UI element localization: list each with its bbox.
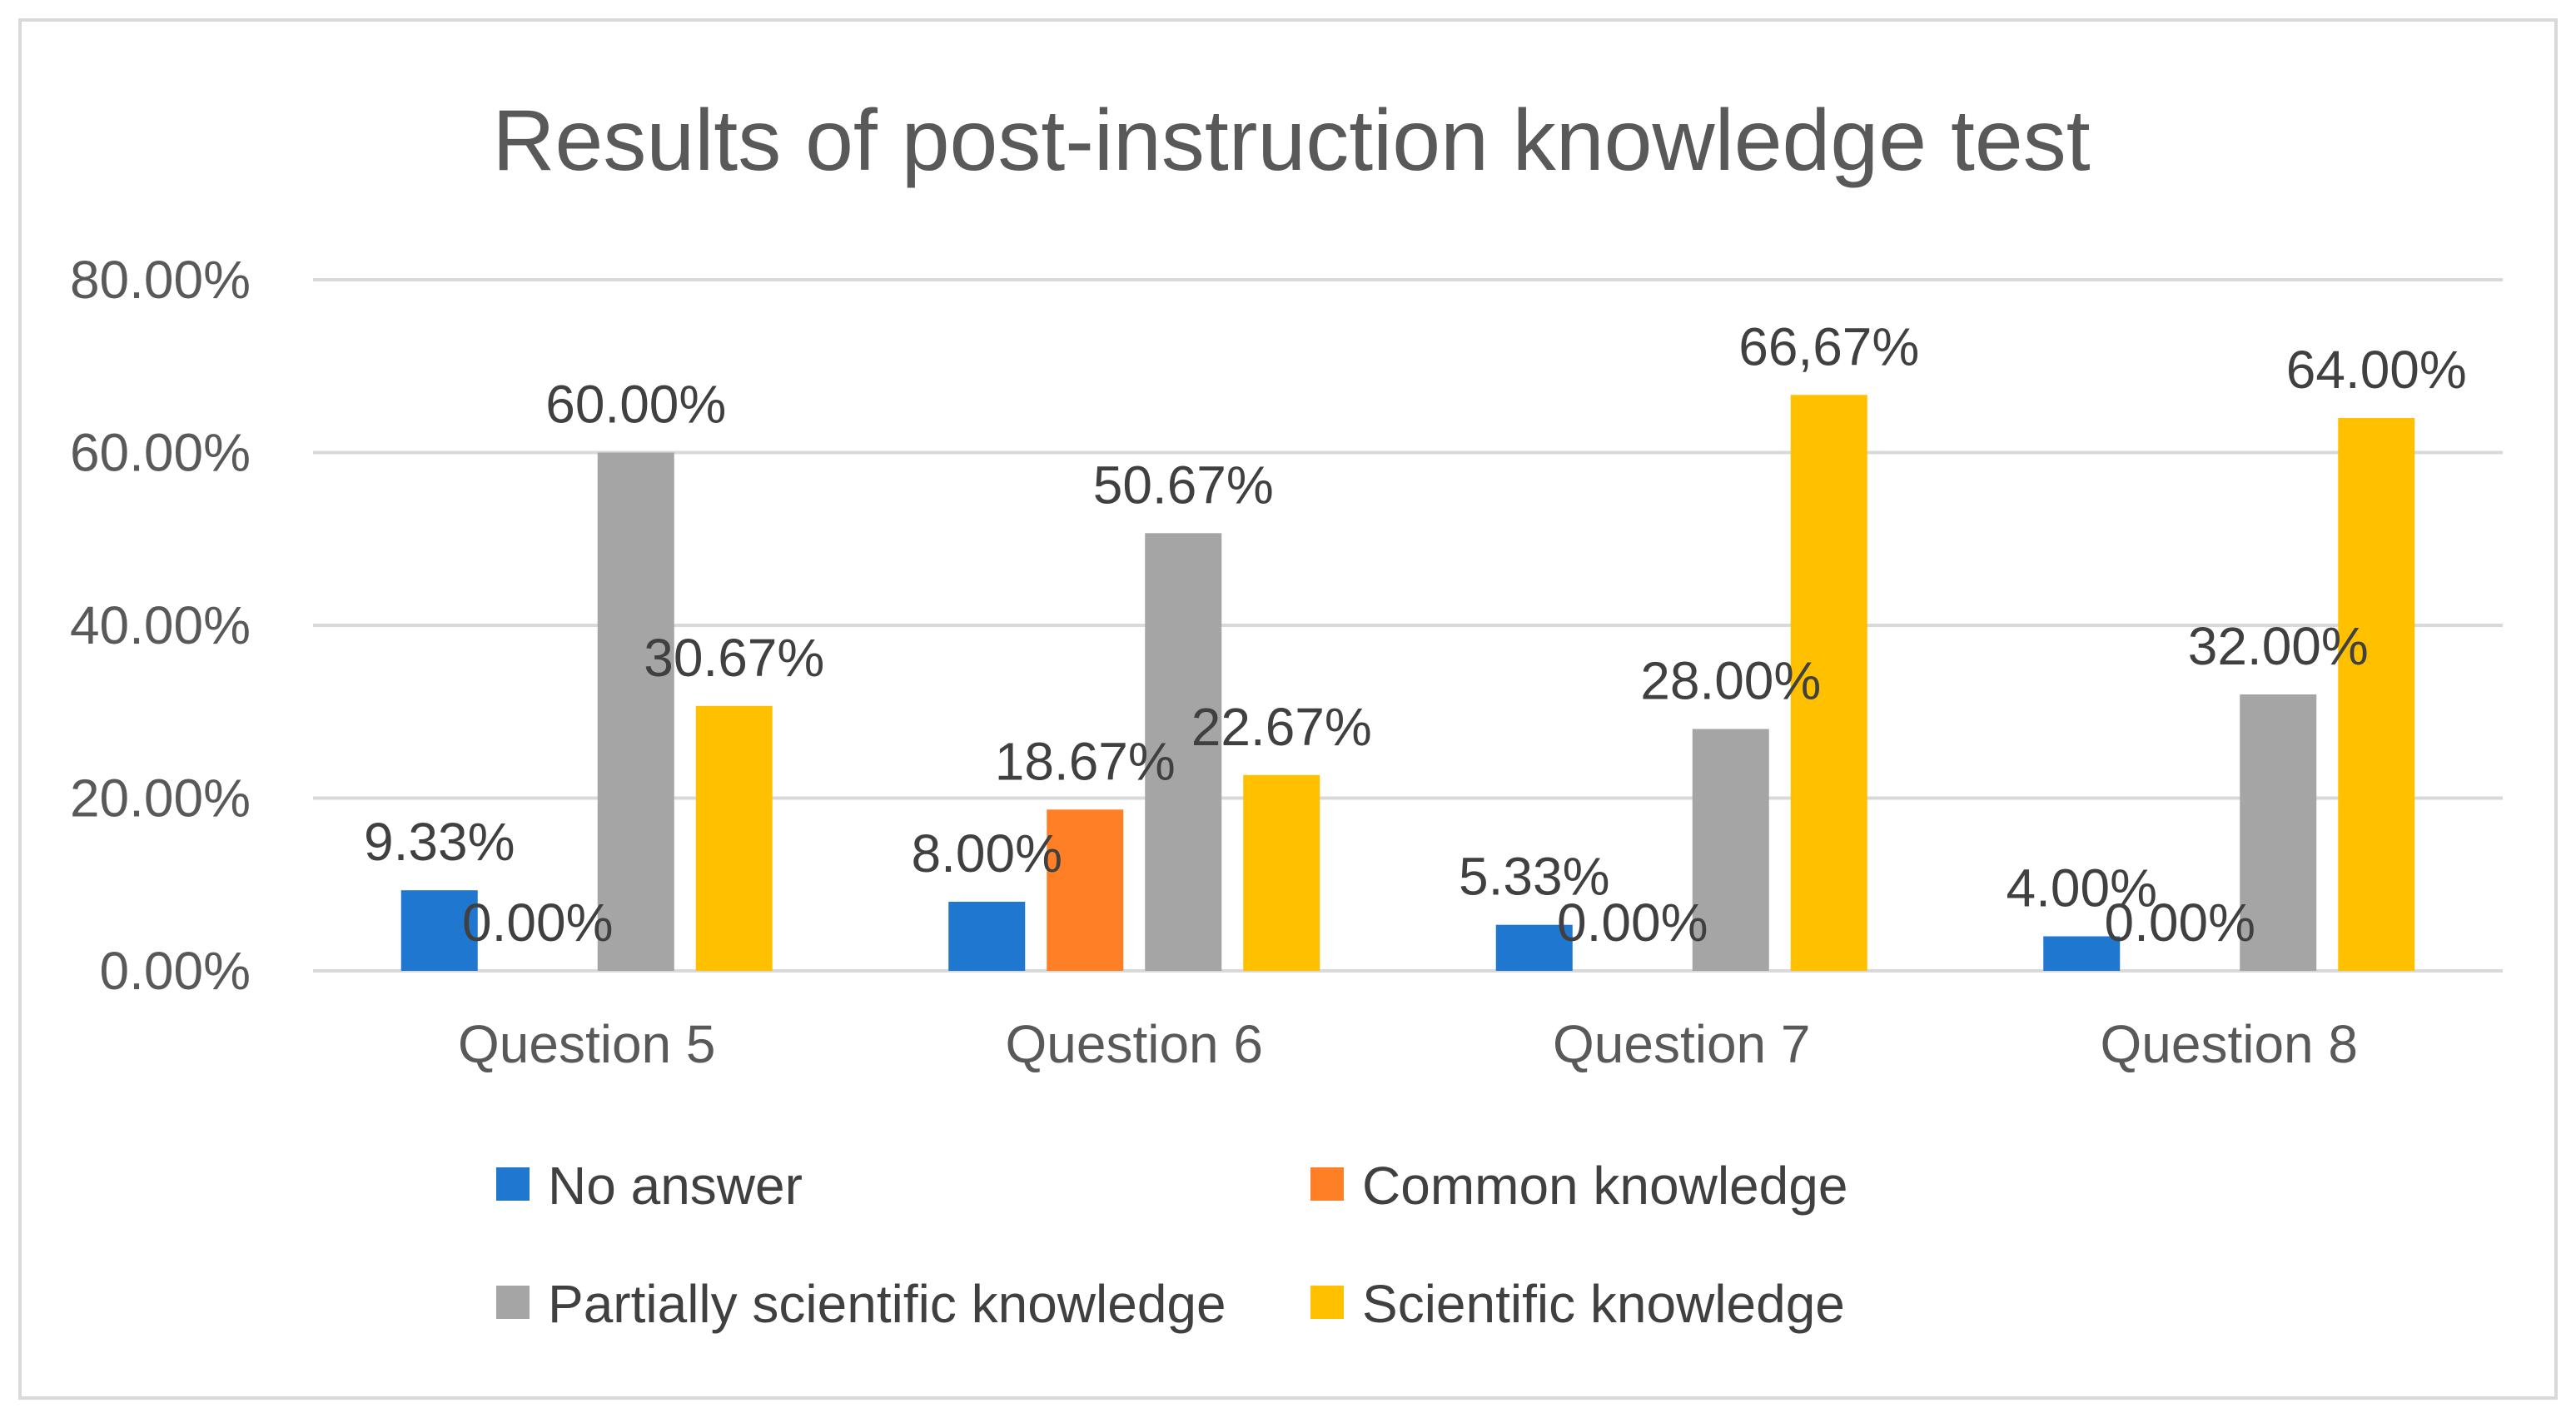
legend-label: Common knowledge <box>1362 1156 1847 1216</box>
data-label: 32.00% <box>2188 616 2369 676</box>
x-category-label: Question 7 <box>1553 1014 1811 1074</box>
chart-frame: Results of post-instruction knowledge te… <box>18 18 2558 1400</box>
bar <box>2338 418 2415 971</box>
y-tick-label: 80.00% <box>70 250 251 310</box>
y-tick-label: 40.00% <box>70 595 251 655</box>
y-tick-label: 20.00% <box>70 769 251 828</box>
bar <box>1790 395 1867 972</box>
data-label: 50.67% <box>1093 455 1274 515</box>
data-label: 5.33% <box>1459 847 1609 907</box>
bar-chart: Results of post-instruction knowledge te… <box>70 92 2503 1334</box>
data-label: 28.00% <box>1640 651 1821 711</box>
legend-label: Partially scientific knowledge <box>548 1274 1226 1334</box>
bar <box>1495 924 1573 971</box>
bar <box>2043 936 2121 971</box>
bar <box>1145 533 1222 971</box>
x-category-label: Question 8 <box>2100 1014 2358 1074</box>
bar <box>2240 694 2317 971</box>
chart-title: Results of post-instruction knowledge te… <box>492 92 2090 189</box>
x-axis-category-labels: Question 5 Question 6 Question 7 Question 8 <box>458 1014 2358 1074</box>
y-tick-label: 0.00% <box>100 941 251 1001</box>
data-label: 66,67% <box>1738 316 1919 376</box>
bar <box>1692 729 1769 971</box>
data-label: 9.33% <box>364 812 515 872</box>
legend-label: No answer <box>548 1156 803 1216</box>
legend: No answer Common knowledge Partially scien… <box>496 1156 1847 1334</box>
data-label: 0.00% <box>1557 893 1708 953</box>
data-label: 22.67% <box>1191 697 1372 757</box>
legend-swatch <box>496 1286 530 1319</box>
y-axis-tick-labels: 0.00% 20.00% 40.00% 60.00% 80.00% <box>70 250 251 1001</box>
bar <box>695 705 773 971</box>
data-labels: 9.33% 0.00% 60.00% 30.67% 8.00% 18.67% 50.67% 2… <box>364 316 2467 953</box>
legend-swatch <box>496 1167 530 1201</box>
bars <box>400 395 2415 972</box>
data-label: 60.00% <box>545 375 726 435</box>
data-label: 8.00% <box>912 823 1062 883</box>
bar <box>1047 809 1124 971</box>
legend-label: Scientific knowledge <box>1362 1274 1845 1334</box>
data-label: 18.67% <box>995 731 1176 791</box>
bar <box>400 890 478 971</box>
legend-swatch <box>1310 1286 1344 1319</box>
data-label: 0.00% <box>462 893 613 953</box>
bar <box>597 452 674 971</box>
data-label: 4.00% <box>2007 858 2157 918</box>
bar <box>948 902 1026 971</box>
gridlines <box>313 278 2503 973</box>
legend-swatch <box>1310 1167 1344 1201</box>
x-category-label: Question 6 <box>1005 1014 1263 1074</box>
data-label: 64.00% <box>2286 340 2467 400</box>
data-label: 30.67% <box>644 628 824 688</box>
data-label: 0.00% <box>2105 893 2255 953</box>
bar <box>1243 774 1320 971</box>
y-tick-label: 60.00% <box>70 423 251 483</box>
x-category-label: Question 5 <box>458 1014 716 1074</box>
